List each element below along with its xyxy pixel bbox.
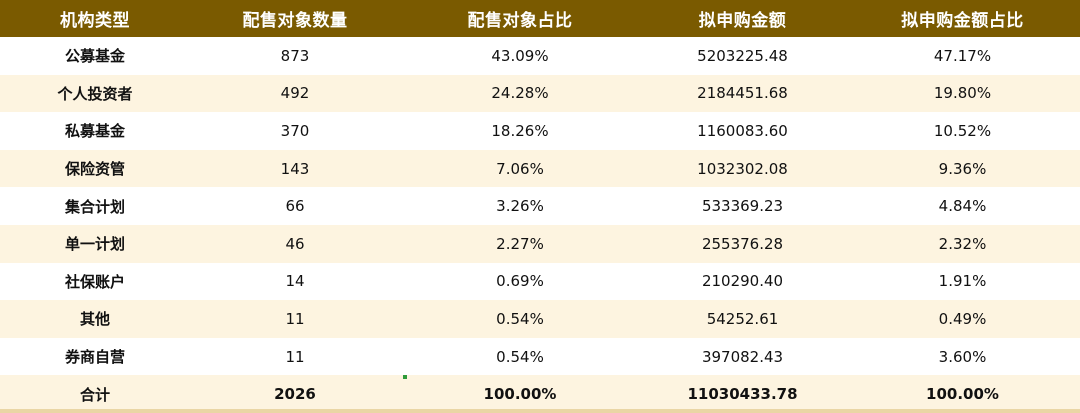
cell-institution-type: 保险资管 (64, 160, 125, 179)
cell-subscription-ratio: 2.32% (938, 234, 987, 253)
total-label: 合计 (79, 385, 110, 404)
cell-placement-count: 11 (285, 347, 305, 366)
header-placement-count: 配售对象数量 (242, 11, 348, 31)
table-row: 其他 11 0.54% 54252.61 0.49% (0, 300, 1080, 338)
cell-placement-ratio: 0.54% (496, 347, 544, 366)
cell-placement-count: 46 (285, 234, 305, 253)
cell-placement-ratio: 7.06% (496, 159, 544, 178)
cell-placement-count: 370 (280, 121, 310, 140)
cell-institution-type: 社保账户 (64, 272, 125, 291)
total-placement-count: 2026 (274, 385, 316, 404)
cell-placement-count: 143 (280, 159, 310, 178)
table-row: 私募基金 370 18.26% 1160083.60 10.52% (0, 112, 1080, 150)
cell-subscription-amount: 1032302.08 (697, 159, 788, 178)
cell-subscription-ratio: 3.60% (938, 347, 987, 366)
table-row: 集合计划 66 3.26% 533369.23 4.84% (0, 187, 1080, 225)
bottom-divider (0, 409, 1080, 413)
cell-institution-type: 集合计划 (64, 197, 125, 216)
cell-subscription-ratio: 19.80% (933, 84, 992, 103)
table-header: 机构类型 配售对象数量 配售对象占比 拟申购金额 拟申购金额占比 (0, 0, 1080, 37)
cell-institution-type: 券商自营 (64, 348, 125, 367)
cell-subscription-amount: 54252.61 (706, 309, 779, 328)
header-institution-type: 机构类型 (60, 11, 130, 31)
table-row: 券商自营 11 0.54% 397082.43 3.60% (0, 337, 1080, 376)
cell-placement-ratio: 24.28% (491, 84, 549, 103)
cell-subscription-amount: 210290.40 (701, 272, 784, 291)
total-placement-ratio: 100.00% (483, 385, 557, 404)
cell-subscription-amount: 255376.28 (701, 234, 784, 253)
header-placement-ratio: 配售对象占比 (467, 11, 573, 31)
cell-institution-type: 其他 (79, 310, 110, 329)
cell-placement-count: 492 (280, 84, 310, 103)
cell-placement-ratio: 2.27% (496, 234, 544, 253)
cell-subscription-amount: 1160083.60 (697, 121, 788, 140)
cell-placement-ratio: 0.54% (496, 309, 544, 328)
cell-subscription-ratio: 1.91% (938, 272, 987, 291)
cell-institution-type: 公募基金 (64, 47, 125, 66)
table-row: 个人投资者 492 24.28% 2184451.68 19.80% (0, 74, 1080, 113)
total-subscription-amount: 11030433.78 (687, 385, 798, 404)
cell-subscription-ratio: 47.17% (933, 46, 992, 65)
cell-placement-ratio: 43.09% (491, 46, 549, 65)
cell-placement-count: 66 (285, 197, 305, 216)
cell-placement-count: 873 (280, 46, 310, 65)
cell-placement-ratio: 3.26% (496, 197, 544, 216)
table-body: 公募基金 873 43.09% 5203225.48 47.17% 个人投资者 … (0, 37, 1080, 413)
cell-subscription-ratio: 10.52% (933, 121, 992, 140)
cell-subscription-amount: 397082.43 (701, 347, 784, 366)
cell-subscription-amount: 5203225.48 (697, 46, 788, 65)
cell-institution-type: 单一计划 (64, 235, 125, 254)
cell-subscription-amount: 533369.23 (701, 197, 784, 216)
header-subscription-amount: 拟申购金额 (698, 11, 787, 31)
cell-placement-count: 11 (285, 309, 305, 328)
cell-institution-type: 私募基金 (64, 122, 125, 141)
total-subscription-ratio: 100.00% (926, 385, 999, 404)
table-row: 保险资管 143 7.06% 1032302.08 9.36% (0, 149, 1080, 188)
cell-marker (403, 375, 407, 379)
table-row: 公募基金 873 43.09% 5203225.48 47.17% (0, 37, 1080, 75)
header-subscription-ratio: 拟申购金额占比 (901, 11, 1024, 31)
cell-placement-ratio: 18.26% (491, 121, 549, 140)
total-row: 合计 2026 100.00% 11030433.78 100.00% (0, 375, 1080, 413)
cell-institution-type: 个人投资者 (57, 84, 133, 103)
table-row: 单一计划 46 2.27% 255376.28 2.32% (0, 224, 1080, 263)
header-row: 机构类型 配售对象数量 配售对象占比 拟申购金额 拟申购金额占比 (0, 0, 1080, 37)
cell-subscription-amount: 2184451.68 (697, 84, 788, 103)
cell-placement-ratio: 0.69% (496, 272, 544, 291)
cell-subscription-ratio: 4.84% (938, 197, 987, 216)
cell-placement-count: 14 (285, 272, 305, 291)
table-row: 社保账户 14 0.69% 210290.40 1.91% (0, 262, 1080, 301)
cell-subscription-ratio: 0.49% (938, 309, 987, 328)
cell-subscription-ratio: 9.36% (938, 159, 987, 178)
